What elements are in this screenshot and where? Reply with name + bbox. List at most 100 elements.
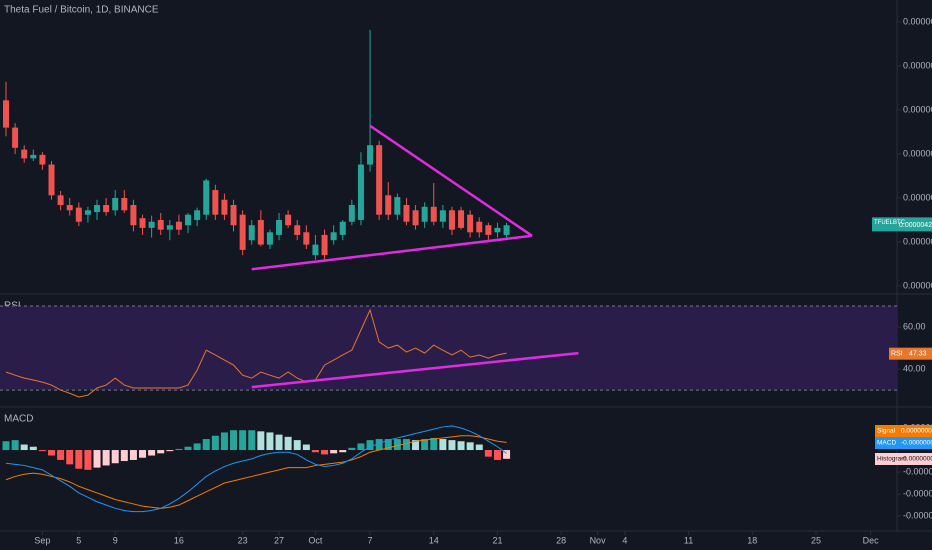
macd-last-box: [875, 453, 932, 465]
candle-body: [330, 232, 337, 241]
candle-body: [157, 219, 164, 230]
x-tick-label: 11: [684, 535, 693, 545]
y-tick-label: -0.00000006: [903, 510, 932, 520]
y-tick-label: 40.00: [903, 363, 926, 373]
histogram-bar: [375, 439, 383, 451]
macd-last-label: -0.00000001: [901, 456, 932, 463]
candle-body: [367, 145, 374, 165]
candle-body: [276, 219, 283, 235]
histogram-bar: [211, 435, 219, 451]
candle-body: [321, 234, 328, 256]
histogram-bar: [93, 450, 101, 468]
candle-body: [312, 244, 319, 256]
candle-body: [303, 232, 310, 245]
macd-last-box: [875, 437, 932, 449]
histogram-bar: [293, 440, 301, 451]
y-tick-label: 0.0000040: [903, 236, 932, 246]
x-tick-label: 28: [556, 535, 566, 545]
histogram-bar: [384, 439, 392, 451]
histogram-bar: [503, 450, 511, 459]
histogram-bar: [129, 450, 137, 460]
x-tick-label: Oct: [308, 535, 323, 545]
candle-body: [412, 210, 419, 226]
x-tick-label: 5: [76, 535, 81, 545]
macd-line: [5, 435, 507, 509]
candle-body: [248, 225, 255, 241]
candle-body: [112, 197, 119, 211]
histogram-bar: [275, 434, 283, 451]
x-tick-label: 21: [492, 535, 502, 545]
candle-body: [21, 149, 28, 159]
rsi-last-box: [889, 347, 932, 360]
histogram-bar: [421, 439, 429, 451]
histogram-bar: [120, 450, 128, 462]
histogram-bar: [175, 448, 183, 451]
candle-body: [130, 205, 137, 226]
y-tick-label: -0.00000002: [903, 466, 932, 476]
candle-body: [485, 225, 492, 235]
x-tick-label: Dec: [863, 535, 880, 545]
candle-body: [421, 206, 428, 222]
trendline: [369, 124, 533, 237]
histogram-bar: [466, 442, 474, 451]
histogram-bar: [302, 444, 310, 451]
macd-line: [5, 425, 507, 513]
candle-body: [439, 210, 446, 222]
y-tick-label: 0.0000050: [903, 148, 932, 158]
candle-body: [385, 195, 392, 215]
x-tick-label: 18: [747, 535, 757, 545]
histogram-bar: [266, 432, 274, 451]
histogram-bar: [284, 436, 292, 451]
histogram-bar: [393, 439, 401, 451]
histogram-bar: [348, 447, 356, 451]
chart-title: Theta Fuel / Bitcoin, 1D, BINANCE: [4, 5, 159, 16]
last-price-box: [872, 217, 932, 232]
candle-body: [203, 180, 210, 215]
candle-body: [148, 221, 155, 228]
rsi-last-name: RSI: [891, 351, 903, 358]
candle-body: [239, 214, 246, 250]
candle-body: [294, 225, 301, 235]
candle-body: [3, 100, 10, 128]
histogram-bar: [493, 450, 501, 460]
histogram-bar: [311, 450, 319, 453]
histogram-bar: [157, 450, 165, 454]
candle-body: [403, 205, 410, 222]
candle-body: [476, 221, 483, 233]
candle-body: [94, 205, 101, 213]
rsi-line: [5, 308, 507, 398]
candle-body: [257, 219, 264, 245]
last-price-label: 0.0000042: [899, 222, 932, 229]
histogram-bar: [239, 430, 247, 451]
candle-body: [230, 205, 237, 226]
candle-body: [467, 214, 474, 233]
histogram-bar: [339, 450, 347, 453]
candle-body: [30, 154, 37, 159]
y-tick-label: 0.0000045: [903, 192, 932, 202]
candle-body: [139, 218, 146, 228]
candle-body: [503, 225, 510, 235]
histogram-bar: [111, 450, 119, 464]
candle-body: [357, 164, 364, 220]
histogram-bar: [220, 432, 228, 451]
x-tick-label: 27: [274, 535, 284, 545]
macd-last-label: 0.00000001: [901, 428, 932, 435]
histogram-bar: [148, 450, 156, 456]
candle-body: [430, 206, 437, 222]
macd-last-box: [875, 425, 932, 437]
y-tick-label: -0.00000004: [903, 488, 932, 498]
candle-body: [39, 154, 46, 165]
histogram-bar: [193, 443, 201, 451]
candle-body: [221, 199, 228, 215]
rsi-last-label: 47.33: [909, 351, 927, 358]
y-tick-label: 0.0000035: [903, 280, 932, 290]
histogram-bar: [230, 430, 238, 451]
x-tick-label: Nov: [590, 535, 607, 545]
histogram-bar: [330, 450, 338, 454]
candle-body: [212, 190, 219, 215]
candle-body: [12, 127, 19, 148]
histogram-bar: [402, 439, 410, 451]
x-tick-label: 23: [238, 535, 248, 545]
